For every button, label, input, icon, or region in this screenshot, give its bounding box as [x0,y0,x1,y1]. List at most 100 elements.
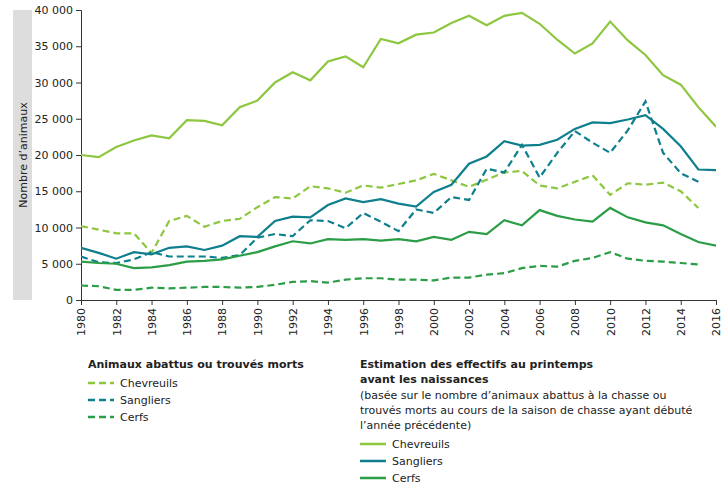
legend-swatch [88,399,114,402]
legend-note: l’année précédente) [360,419,471,432]
x-tick: 2000 [428,300,441,336]
x-tick-mark [575,300,576,305]
y-tick-mark [76,155,81,156]
x-tick-label: 2012 [640,308,653,336]
y-tick-mark [76,46,81,47]
x-tick-label: 1986 [181,308,194,336]
y-tick: 0 [66,294,81,307]
x-tick-mark [293,300,294,305]
x-tick-label: 2014 [675,308,688,336]
x-tick-label: 1998 [393,308,406,336]
x-tick-mark [540,300,541,305]
y-axis-line [76,11,82,301]
legend-title: avant les naissances [360,373,489,386]
x-tick-label: 1996 [358,308,371,336]
y-tick: 20 000 [35,149,82,162]
x-tick-mark [504,300,505,305]
x-tick: 1986 [181,300,194,336]
x-tick: 2010 [605,300,618,336]
x-tick: 2004 [499,300,512,336]
y-axis-title: Nombre d’animaux [17,102,30,208]
x-tick: 2016 [710,300,723,336]
series-line [81,115,716,259]
x-tick-label: 1980 [75,308,88,336]
y-tick-mark [76,228,81,229]
legend-label: Sangliers [392,455,443,468]
y-axis: 0 5 000 10 000 15 000 20 000 25 000 30 000 35 0… [35,4,82,307]
x-tick: 1984 [146,300,159,336]
y-tick-label: 25 000 [35,113,74,126]
x-tick-label: 2000 [428,308,441,336]
x-tick-mark [257,300,258,305]
y-tick-label: 20 000 [35,149,74,162]
x-tick: 1982 [111,300,124,336]
y-tick-mark [76,119,81,120]
legend-label: Sangliers [120,394,171,407]
legend-swatch [360,443,386,446]
x-tick-mark [363,300,364,305]
x-tick-mark [469,300,470,305]
y-tick: 5 000 [42,258,82,271]
x-tick: 1996 [358,300,371,336]
x-tick-label: 1984 [146,308,159,336]
x-tick: 1980 [75,300,88,336]
series-line [81,13,716,157]
y-tick-label: 30 000 [35,77,74,90]
x-tick-label: 1990 [252,308,265,336]
y-tick-label: 0 [66,294,73,307]
x-tick-mark [645,300,646,305]
y-tick: 40 000 [35,4,82,17]
chart: Nombre d’animaux 0 5 000 10 000 15 000 20 000… [0,0,725,500]
legend-title: Estimation des effectifs au printemps [360,358,594,371]
legend-label: Chevreuils [120,377,178,390]
y-tick-label: 10 000 [35,222,74,235]
legend-label: Cerfs [120,411,149,424]
x-tick-label: 2016 [710,308,723,336]
x-tick-mark [399,300,400,305]
y-tick-mark [76,191,81,192]
x-tick: 2002 [463,300,476,336]
legend: Animaux abattus ou trouvés morts Chevreui… [88,358,693,485]
legend-swatch [360,460,386,463]
x-tick-label: 1992 [287,308,300,336]
x-axis-line [82,301,717,306]
x-tick-label: 2004 [499,308,512,336]
legend-title: Animaux abattus ou trouvés morts [88,358,304,371]
x-tick-mark [187,300,188,305]
x-tick-mark [681,300,682,305]
x-tick-mark [222,300,223,305]
x-tick-label: 2002 [463,308,476,336]
x-tick-mark [152,300,153,305]
x-tick-label: 2010 [605,308,618,336]
y-label-band [13,10,32,300]
x-tick: 1998 [393,300,406,336]
y-tick: 25 000 [35,113,82,126]
y-tick: 15 000 [35,185,82,198]
x-tick: 2012 [640,300,653,336]
y-tick-mark [76,83,81,84]
legend-swatch [360,477,386,480]
x-tick-label: 2006 [534,308,547,336]
x-tick: 2006 [534,300,547,336]
series-line [81,252,698,290]
y-tick-label: 40 000 [35,4,74,17]
plot-area [81,13,716,290]
x-axis: 1980 1982 1984 1986 1988 1990 1992 1994 1996 1998… [75,300,723,336]
x-tick-label: 2008 [569,308,582,336]
y-tick: 30 000 [35,77,82,90]
x-tick-mark [116,300,117,305]
x-tick: 1988 [216,300,229,336]
legend-note: trouvés morts au cours de la saison de c… [360,404,693,417]
x-tick-label: 1988 [216,308,229,336]
legend-swatch [88,382,114,385]
y-tick-mark [76,264,81,265]
x-tick-label: 1994 [322,308,335,336]
x-tick: 2008 [569,300,582,336]
y-tick-label: 15 000 [35,185,74,198]
x-tick-label: 1982 [111,308,124,336]
y-tick-mark [76,10,81,11]
y-tick-mark [76,300,81,301]
x-tick: 1992 [287,300,300,336]
y-tick-label: 35 000 [35,40,74,53]
legend-note: (basée sur le nombre d’animaux abattus à… [360,389,666,402]
